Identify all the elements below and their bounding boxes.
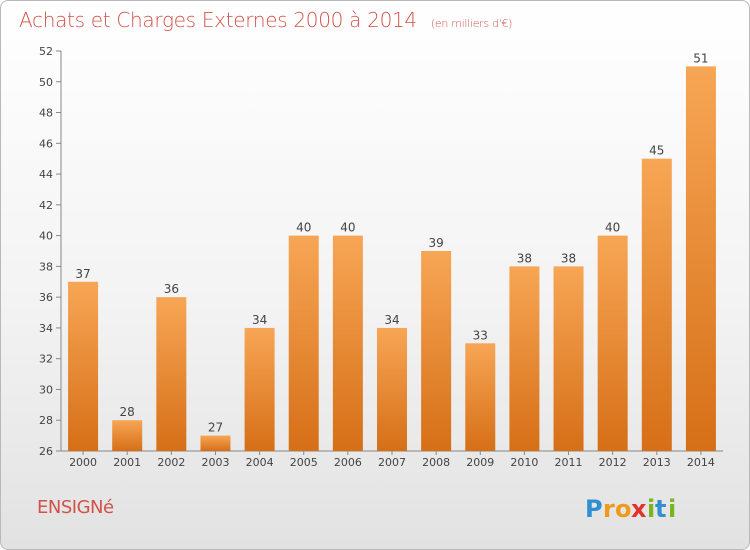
- x-tick-label: 2014: [687, 456, 715, 469]
- x-tick-label: 2000: [69, 456, 97, 469]
- svg-text:x: x: [631, 495, 647, 523]
- svg-text:P: P: [585, 495, 603, 523]
- data-label: 38: [517, 251, 532, 265]
- y-tick-label: 34: [39, 322, 53, 335]
- y-tick-label: 40: [39, 230, 53, 243]
- y-tick-label: 30: [39, 383, 53, 396]
- x-axis: 2000 2001 2002 2003 2004 2005 2006 2007 2008 2009…: [61, 450, 723, 469]
- bar-2004: [244, 327, 275, 451]
- svg-text:t: t: [655, 495, 667, 523]
- x-tick-label: 2010: [510, 456, 538, 469]
- y-tick-label: 50: [39, 76, 53, 89]
- x-tick-label: 2005: [290, 456, 318, 469]
- proxiti-logo-graphic: P r o x i t i: [585, 495, 677, 523]
- data-label: 34: [384, 313, 399, 327]
- x-tick-label: 2009: [466, 456, 494, 469]
- svg-text:o: o: [615, 495, 632, 523]
- data-label: 40: [296, 221, 311, 235]
- bar-2012: [597, 235, 628, 451]
- chart-title: Achats et Charges Externes 2000 à 2014 (…: [19, 8, 512, 32]
- bar-2008: [421, 251, 452, 451]
- x-tick-label: 2011: [555, 456, 583, 469]
- data-label: 38: [561, 251, 576, 265]
- bar-2000: [68, 281, 99, 451]
- x-tick-label: 2007: [378, 456, 406, 469]
- x-tick-label: 2003: [201, 456, 229, 469]
- data-label: 34: [252, 313, 267, 327]
- y-tick-label: 26: [39, 445, 53, 458]
- bar-2010: [509, 266, 540, 451]
- x-tick-label: 2013: [643, 456, 671, 469]
- data-label: 39: [428, 236, 443, 250]
- x-tick-label: 2006: [334, 456, 362, 469]
- y-tick-label: 48: [39, 107, 53, 120]
- svg-text:i: i: [668, 495, 677, 523]
- data-label: 51: [693, 51, 708, 65]
- data-label: 40: [340, 221, 355, 235]
- bars: [68, 66, 716, 451]
- data-label: 36: [164, 282, 179, 296]
- y-tick-label: 44: [39, 168, 53, 181]
- chart-subtitle: (en milliers d'€): [430, 17, 513, 30]
- y-tick-label: 42: [39, 199, 53, 212]
- bar-2013: [641, 158, 672, 451]
- bar-2009: [465, 343, 496, 451]
- y-axis: 26 28 30 32 34 36 38 40 42 44 46 48 50 52: [39, 45, 62, 458]
- x-tick-label: 2012: [599, 456, 627, 469]
- svg-text:i: i: [647, 495, 656, 523]
- y-tick-label: 36: [39, 291, 53, 304]
- bar-2005: [288, 235, 319, 451]
- x-tick-label: 2008: [422, 456, 450, 469]
- y-tick-label: 38: [39, 260, 53, 273]
- data-labels: 37 28 36 27 34 40 40 34 39 33 38 38 40 45 51: [75, 51, 708, 434]
- proxiti-logo[interactable]: P r o x i t i: [583, 489, 693, 535]
- bar-2014: [685, 66, 716, 451]
- data-label: 33: [473, 328, 488, 342]
- data-label: 37: [75, 267, 90, 281]
- bar-2006: [332, 235, 363, 451]
- x-tick-label: 2004: [246, 456, 274, 469]
- bar-2011: [553, 266, 584, 451]
- x-tick-label: 2001: [113, 456, 141, 469]
- data-label: 27: [208, 421, 223, 435]
- data-label: 45: [649, 144, 664, 158]
- data-label: 28: [120, 405, 135, 419]
- commune-name: ENSIGNé: [37, 497, 114, 518]
- chart-title-text: Achats et Charges Externes 2000 à 2014: [19, 8, 417, 32]
- y-tick-label: 28: [39, 414, 53, 427]
- bar-2007: [377, 327, 407, 451]
- svg-text:r: r: [603, 495, 615, 523]
- bar-2002: [156, 297, 187, 451]
- bar-2001: [112, 420, 143, 451]
- y-tick-label: 32: [39, 353, 53, 366]
- bar-2003: [200, 435, 231, 451]
- x-tick-label: 2002: [157, 456, 185, 469]
- data-label: 40: [605, 221, 620, 235]
- y-tick-label: 52: [39, 45, 53, 58]
- y-tick-label: 46: [39, 137, 53, 150]
